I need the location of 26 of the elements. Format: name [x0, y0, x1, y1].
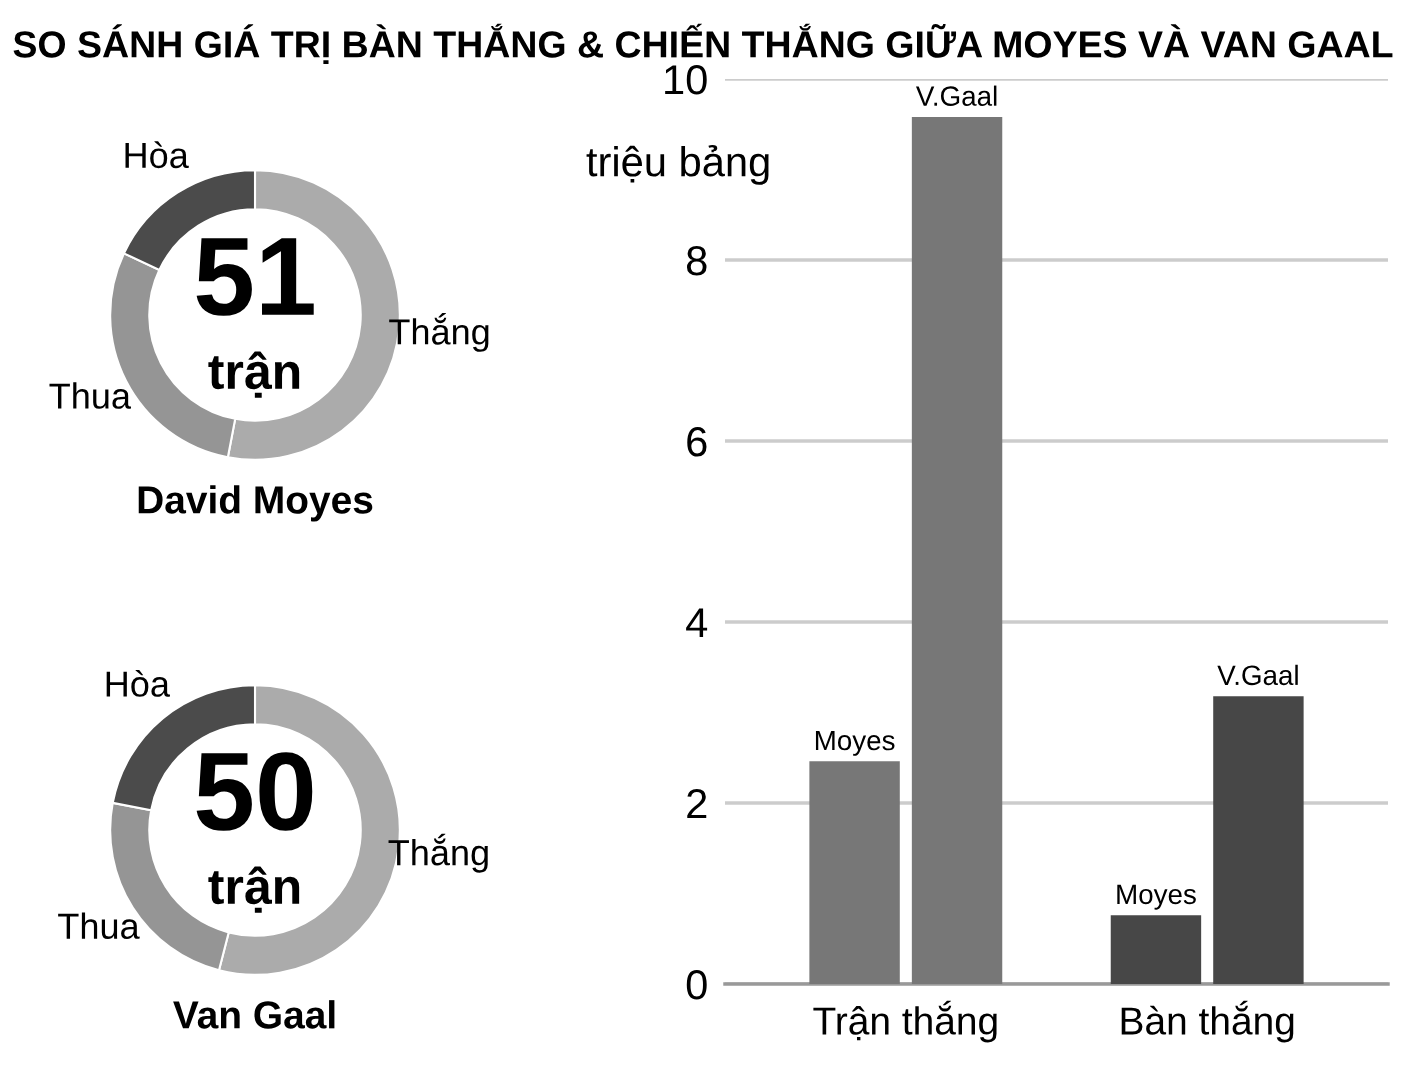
- text: Van Gaal: [173, 1000, 335, 1029]
- y-tick-label: 8: [686, 246, 707, 276]
- slice-label: Thắng: [388, 833, 488, 873]
- y-tick-label: 0: [686, 970, 707, 1000]
- text: trận: [208, 866, 300, 913]
- y-tick-label: 2: [687, 789, 707, 819]
- series-label: Moyes: [815, 730, 895, 756]
- text: 50: [196, 752, 313, 831]
- slice-label: Thua: [49, 382, 131, 409]
- text: V.Gaal: [1217, 664, 1298, 686]
- y-axis-title: triệu bảng: [586, 145, 769, 185]
- slice-label: Hòa: [106, 669, 170, 697]
- text: trận: [208, 351, 300, 398]
- x-tick-label: Trận thắng: [813, 1000, 997, 1043]
- slice-label: Hòa: [125, 141, 189, 169]
- x-tick-label: Bàn thắng: [1121, 1000, 1294, 1043]
- text: SO SÁNH GIÁ TRỊ BÀN THẮNG & CHIẾN THẮNG GIỮA MOYES VÀ VAN GAAL: [13, 23, 1393, 65]
- slice-label: Thua: [58, 912, 140, 940]
- slice-label: Thắng: [389, 313, 489, 352]
- y-tick-label: 4: [686, 608, 708, 638]
- text: Moyes: [1117, 884, 1196, 910]
- y-tick-label: 6: [687, 427, 707, 457]
- y-tick-label: 10: [665, 65, 707, 95]
- series-label: V.Gaal: [915, 85, 997, 106]
- text: David Moyes: [138, 485, 373, 522]
- text: 51: [196, 238, 314, 316]
